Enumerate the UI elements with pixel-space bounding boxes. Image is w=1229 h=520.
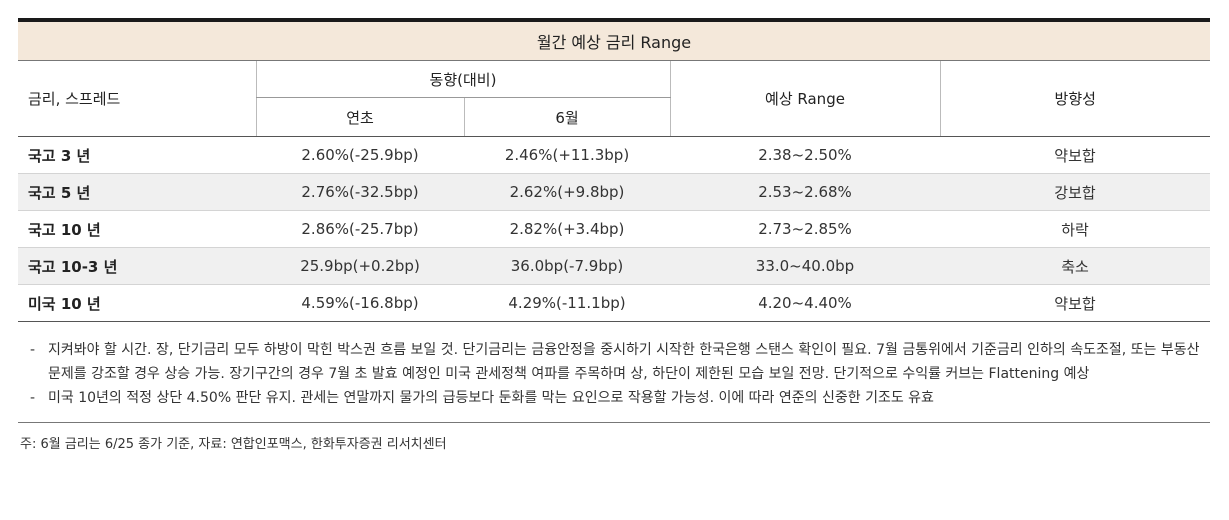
cell-direction: 약보합 [940, 136, 1210, 174]
note-item: - 미국 10년의 적정 상단 4.50% 판단 유지. 관세는 연말까지 물가… [18, 386, 1210, 410]
table-row: 국고 10-3 년 25.9bp(+0.2bp) 36.0bp(-7.9bp) … [18, 247, 1210, 285]
row-label: 국고 3 년 [18, 136, 256, 174]
cell-ytd: 2.60%(-25.9bp) [256, 136, 464, 174]
header-expected-range: 예상 Range [669, 60, 940, 137]
document-body: 월간 예상 금리 Range 금리, 스프레드 동향(대비) 예상 Range … [18, 18, 1210, 452]
cell-direction: 약보합 [1054, 294, 1096, 313]
row-label: 미국 10 년 [28, 294, 101, 313]
note-item: - 지켜봐야 할 시간. 장, 단기금리 모두 하방이 막힌 박스권 흐름 보일… [18, 338, 1210, 386]
cell-ytd: 2.86%(-25.7bp) [256, 210, 464, 248]
cell-june: 2.62%(+9.8bp) [464, 173, 670, 211]
cell-range: 2.53~2.68% [670, 173, 940, 211]
table-title: 월간 예상 금리 Range [18, 20, 1210, 61]
cell-ytd: 4.59%(-16.8bp) [301, 294, 419, 312]
header-trend: 동향(대비) [255, 60, 670, 98]
table-row: 미국 10 년 4.59%(-16.8bp) 4.29%(-11.1bp) 4.… [18, 285, 1210, 322]
row-label: 국고 10 년 [18, 210, 256, 248]
cell-june: 2.46%(+11.3bp) [464, 136, 670, 174]
header-june: 6월 [463, 97, 670, 137]
header-row-2: 연초 6월 [18, 97, 1210, 137]
cell-range: 4.20~4.40% [758, 294, 852, 312]
cell-range: 33.0~40.0bp [670, 247, 940, 285]
notes-section: - 지켜봐야 할 시간. 장, 단기금리 모두 하방이 막힌 박스권 흐름 보일… [18, 338, 1210, 410]
cell-direction: 강보합 [940, 173, 1210, 211]
table-row: 국고 5 년 2.76%(-32.5bp) 2.62%(+9.8bp) 2.53… [18, 173, 1210, 211]
cell-ytd: 2.76%(-32.5bp) [256, 173, 464, 211]
header-ytd: 연초 [255, 97, 464, 137]
table-row: 국고 10 년 2.86%(-25.7bp) 2.82%(+3.4bp) 2.7… [18, 210, 1210, 248]
note-text: 미국 10년의 적정 상단 4.50% 판단 유지. 관세는 연말까지 물가의 … [48, 390, 934, 406]
header-row-1: 금리, 스프레드 동향(대비) 예상 Range 방향성 [18, 60, 1210, 137]
cell-range: 2.38~2.50% [670, 136, 940, 174]
note-bullet: - [30, 390, 36, 406]
cell-june: 4.29%(-11.1bp) [508, 294, 626, 312]
header-direction: 방향성 [939, 60, 1210, 137]
source-footnote: 주: 6월 금리는 6/25 종가 기준, 자료: 연합인포맥스, 한화투자증권… [20, 437, 447, 452]
cell-ytd: 25.9bp(+0.2bp) [256, 247, 464, 285]
table-title-row: 월간 예상 금리 Range [18, 20, 1210, 61]
row-label: 국고 5 년 [18, 173, 256, 211]
cell-june: 2.82%(+3.4bp) [464, 210, 670, 248]
note-text: 지켜봐야 할 시간. 장, 단기금리 모두 하방이 막힌 박스권 흐름 보일 것… [48, 342, 1200, 382]
cell-direction: 하락 [940, 210, 1210, 248]
cell-range: 2.73~2.85% [670, 210, 940, 248]
divider [18, 422, 1210, 423]
rate-range-table: 월간 예상 금리 Range 금리, 스프레드 동향(대비) 예상 Range … [18, 18, 1210, 322]
row-label: 국고 10-3 년 [18, 247, 256, 285]
note-bullet: - [30, 342, 36, 358]
header-rate-spread: 금리, 스프레드 [18, 60, 256, 137]
table-row: 국고 3 년 2.60%(-25.9bp) 2.46%(+11.3bp) 2.3… [18, 136, 1210, 174]
cell-june: 36.0bp(-7.9bp) [464, 247, 670, 285]
cell-direction: 축소 [940, 247, 1210, 285]
